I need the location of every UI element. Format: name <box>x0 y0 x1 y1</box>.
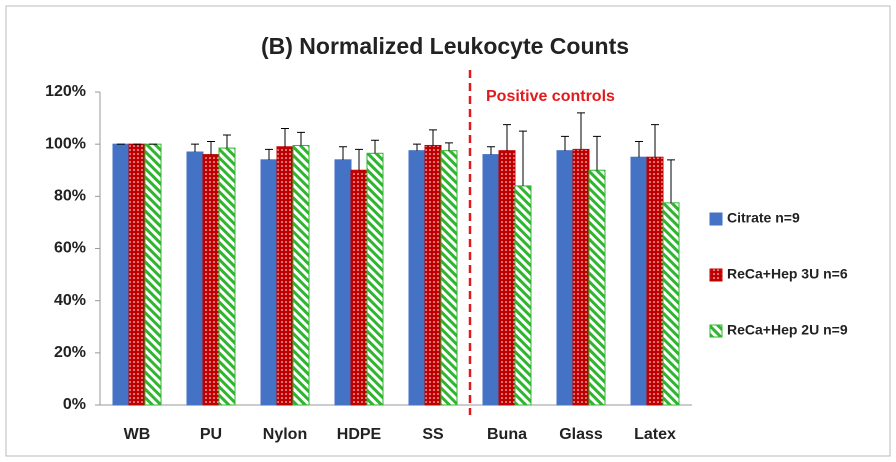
legend-swatch <box>709 324 723 338</box>
y-tick-label: 80% <box>54 188 86 205</box>
legend-swatch <box>709 268 723 282</box>
x-tick-label: Latex <box>634 426 676 443</box>
bar <box>366 152 384 406</box>
x-tick-label: PU <box>200 426 222 443</box>
error-bar <box>487 146 495 155</box>
error-bar <box>519 130 527 186</box>
error-bar <box>429 129 437 146</box>
x-tick-label: WB <box>124 426 151 443</box>
annotation: Positive controls <box>486 88 615 105</box>
x-tick-label: SS <box>422 426 444 443</box>
error-bar <box>577 112 585 150</box>
error-bar <box>561 135 569 151</box>
error-bar <box>413 143 421 151</box>
bar <box>498 150 516 406</box>
x-tick-label: Glass <box>559 426 603 443</box>
y-tick-label: 60% <box>54 240 86 257</box>
bar <box>334 159 352 406</box>
bar <box>186 151 204 406</box>
x-tick-label: Nylon <box>263 426 307 443</box>
error-bar <box>223 134 231 149</box>
chart-title: (B) Normalized Leukocyte Counts <box>261 33 629 59</box>
bar <box>662 202 680 406</box>
error-bar <box>191 143 199 152</box>
y-tick-label: 0% <box>63 396 86 413</box>
bar <box>276 146 294 406</box>
bar <box>440 150 458 406</box>
bar <box>218 147 236 406</box>
bar <box>646 156 664 406</box>
error-bar <box>339 146 347 160</box>
bar <box>514 185 532 406</box>
error-bar <box>635 141 643 158</box>
error-bar <box>207 141 215 155</box>
legend-swatch <box>709 212 723 226</box>
x-tick-label: HDPE <box>337 426 382 443</box>
error-bar <box>651 124 659 158</box>
legend-label: ReCa+Hep 2U n=9 <box>727 322 848 338</box>
x-tick-label: Buna <box>487 426 527 443</box>
error-bar <box>265 148 273 160</box>
y-tick-label: 100% <box>45 135 86 152</box>
error-bar <box>667 159 675 203</box>
bar <box>588 169 606 406</box>
bar <box>572 148 590 406</box>
bar <box>350 169 368 406</box>
y-tick-label: 40% <box>54 292 86 309</box>
error-bar <box>503 124 511 151</box>
error-bar <box>371 139 379 154</box>
bar <box>202 154 220 406</box>
y-tick-label: 20% <box>54 344 86 361</box>
bar <box>260 159 278 406</box>
bar <box>144 143 162 406</box>
bar <box>128 143 146 406</box>
bar <box>630 156 648 406</box>
bar <box>482 154 500 406</box>
bar <box>112 143 130 406</box>
legend-label: Citrate n=9 <box>727 210 800 226</box>
y-tick-label: 120% <box>45 83 86 100</box>
legend-label: ReCa+Hep 3U n=6 <box>727 266 848 282</box>
error-bar <box>593 135 601 171</box>
error-bar <box>355 148 363 171</box>
error-bar <box>445 142 453 151</box>
error-bar <box>281 128 289 147</box>
bar <box>556 150 574 406</box>
bar <box>408 150 426 406</box>
bar <box>424 144 442 406</box>
bar <box>292 144 310 406</box>
error-bar <box>297 131 305 146</box>
